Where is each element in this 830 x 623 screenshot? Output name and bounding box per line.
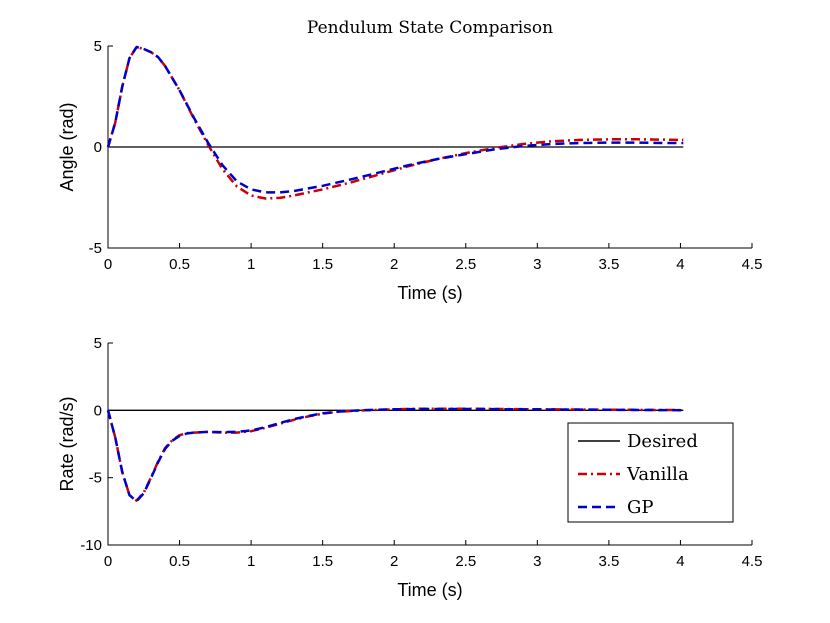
- rate-xtick-label-3: 3: [533, 553, 541, 570]
- rate-series-gp: [106, 407, 684, 503]
- rate-plot: 0 0.5 1 1.5 2 2.5 3 3.5 4 4.5 -10 -5 0 5 Time (s) Rate …: [57, 335, 762, 600]
- rate-xtick-label-2-5: 2.5: [455, 553, 476, 570]
- chart-title: Pendulum State Comparison: [307, 18, 553, 38]
- legend-box: [567, 422, 734, 523]
- legend-label-vanilla: Vanilla: [626, 464, 689, 485]
- angle-xtick-label-2: 2: [390, 256, 398, 273]
- angle-xtick-label-3-5: 3.5: [598, 256, 619, 273]
- angle-xlabel: Time (s): [397, 283, 462, 303]
- rate-xtick-label-4: 4: [676, 553, 684, 570]
- angle-xtick-label-3: 3: [533, 256, 541, 273]
- rate-ytick-label-5: 5: [94, 335, 102, 352]
- angle-xtick-label-4: 4: [676, 256, 684, 273]
- rate-xtick-label-3-5: 3.5: [598, 553, 619, 570]
- angle-xtick-label-1-5: 1.5: [312, 256, 333, 273]
- rate-xtick-label-1: 1: [247, 553, 255, 570]
- angle-xtick-label-1: 1: [247, 256, 255, 273]
- angle-ytick-label-5: 5: [94, 38, 102, 55]
- rate-xtick-label-2: 2: [390, 553, 398, 570]
- rate-xtick-label-0: 0: [104, 553, 112, 570]
- angle-ytick-label-0: 0: [94, 139, 102, 156]
- rate-ytick-label-5: -5: [89, 470, 102, 487]
- rate-xtick-label-0-5: 0.5: [169, 553, 190, 570]
- rate-xtick-label-4-5: 4.5: [742, 553, 763, 570]
- legend-label-gp: GP: [627, 497, 654, 518]
- rate-xlabel: Time (s): [397, 580, 462, 600]
- legend-label-desired: Desired: [627, 431, 698, 452]
- rate-ytick-label-0: 0: [94, 402, 102, 419]
- angle-series-vanilla: [106, 45, 684, 200]
- angle-xtick-label-0: 0: [104, 256, 112, 273]
- angle-xtick-label-4-5: 4.5: [742, 256, 763, 273]
- rate-xtick-label-1-5: 1.5: [312, 553, 333, 570]
- angle-xtick-label-2-5: 2.5: [455, 256, 476, 273]
- angle-ytick-label-5: -5: [89, 240, 102, 257]
- legend: Desired Vanilla GP: [567, 422, 734, 523]
- angle-series-gp: [106, 45, 684, 194]
- rate-ylabel: Rate (rad/s): [57, 396, 77, 491]
- angle-xtick-label-0-5: 0.5: [169, 256, 190, 273]
- angle-ylabel: Angle (rad): [57, 102, 77, 191]
- rate-ytick-label-10: -10: [80, 537, 102, 554]
